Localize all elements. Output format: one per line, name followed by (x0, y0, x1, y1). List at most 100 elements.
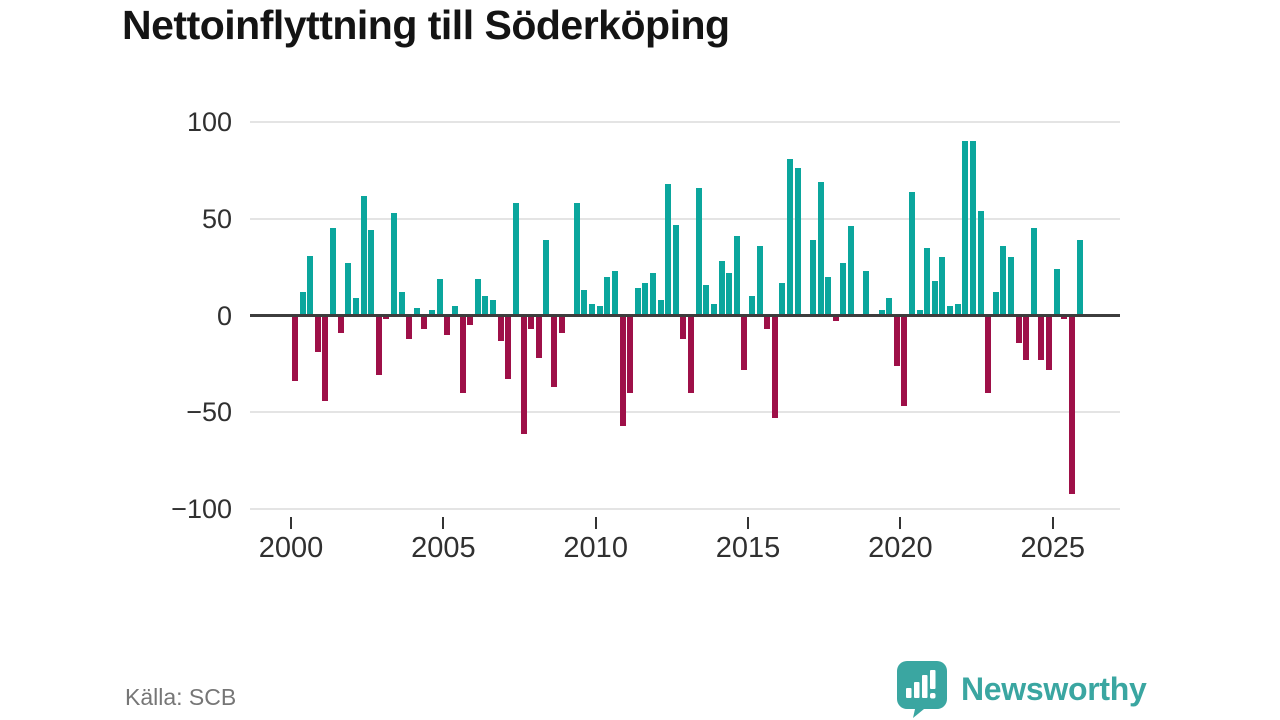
newsworthy-logo: Newsworthy (896, 660, 1147, 718)
bar-quarter-2020q1 (901, 315, 908, 407)
bar-quarter-2007q1 (505, 315, 512, 380)
bar-quarter-2002q1 (352, 298, 359, 316)
bar-quarter-2015q1 (749, 296, 756, 316)
gridline (250, 121, 1120, 123)
x-axis-tick-label: 2000 (258, 532, 324, 564)
bar-quarter-2025q4 (1076, 240, 1083, 316)
bar-quarter-2014q3 (733, 236, 740, 316)
x-axis-tick-label: 2020 (868, 532, 933, 564)
bar-quarter-2018q2 (848, 226, 855, 316)
bar-quarter-2017q2 (817, 181, 824, 316)
bar-quarter-2004q1 (413, 307, 420, 316)
bar-quarter-2022q4 (985, 315, 992, 393)
bar-quarter-2007q4 (528, 315, 535, 330)
bar-quarter-2022q2 (969, 141, 976, 316)
bar-quarter-2009q3 (581, 290, 588, 316)
bar-quarter-2016q3 (794, 168, 801, 316)
bar-quarter-2004q2 (421, 315, 428, 330)
bar-quarter-2006q2 (482, 296, 489, 316)
bar-quarter-2019q2 (878, 309, 885, 316)
bar-quarter-2012q4 (680, 315, 687, 339)
newsworthy-logo-icon (897, 661, 947, 718)
bar-quarter-2008q1 (535, 315, 542, 359)
bar-quarter-2003q2 (391, 212, 398, 316)
bar-quarter-2000q2 (299, 292, 306, 316)
bar-quarter-2005q3 (459, 315, 466, 393)
bar-quarter-2011q2 (634, 288, 641, 316)
y-axis-tick-label: 50 (201, 203, 232, 234)
bar-quarter-2008q2 (543, 240, 550, 316)
bar-quarter-2020q2 (908, 191, 915, 316)
x-axis-tick (442, 517, 445, 529)
bar-quarter-2024q3 (1038, 315, 1045, 360)
bar-quarter-2013q3 (703, 284, 710, 316)
bar-quarter-2023q3 (1007, 257, 1014, 316)
bar-quarter-2012q2 (665, 183, 672, 316)
bar-quarter-2012q1 (657, 300, 664, 316)
bar-quarter-2001q3 (337, 315, 344, 333)
bar-quarter-2017q3 (825, 276, 832, 316)
bar-quarter-2010q1 (596, 305, 603, 316)
bar-quarter-2002q3 (368, 230, 375, 316)
bar-quarter-2025q1 (1053, 269, 1060, 316)
bar-quarter-2022q1 (962, 141, 969, 316)
bar-quarter-2020q3 (916, 309, 923, 316)
bar-quarter-2010q3 (611, 270, 618, 316)
bar-quarter-2017q4 (832, 315, 839, 322)
bar-quarter-2007q3 (520, 315, 527, 434)
newsworthy-logo-text: Newsworthy (961, 670, 1147, 707)
bar-quarter-2010q2 (604, 276, 611, 316)
chart-title: Nettoinflyttning till Söderköping (122, 2, 730, 48)
x-axis-tick (594, 517, 597, 529)
x-axis-tick (899, 517, 902, 529)
bar-quarter-2024q2 (1030, 228, 1037, 316)
y-axis-tick-label: −100 (171, 494, 232, 524)
bar-quarter-2012q3 (672, 224, 679, 316)
x-axis-tick (1051, 517, 1054, 529)
bar-quarter-2011q3 (642, 282, 649, 316)
x-axis-tick-label: 2005 (411, 532, 476, 564)
bar-quarter-2019q3 (886, 298, 893, 316)
bar-quarter-2021q4 (954, 303, 961, 316)
bar-quarter-2023q1 (992, 292, 999, 316)
bar-quarter-2002q4 (375, 315, 382, 376)
bar-quarter-2013q2 (695, 187, 702, 316)
bar-quarter-2006q4 (497, 315, 504, 341)
bar-quarter-2022q3 (977, 211, 984, 316)
gridline (250, 411, 1120, 414)
bar-quarter-2005q2 (451, 305, 458, 316)
bar-quarter-2011q4 (649, 272, 656, 316)
bar-quarter-2001q2 (330, 228, 337, 316)
gridline (250, 217, 1120, 220)
bar-quarter-2015q2 (756, 245, 763, 316)
bar-quarter-2021q2 (939, 257, 946, 316)
bar-quarter-2014q1 (718, 261, 725, 316)
bar-quarter-2025q3 (1068, 315, 1075, 494)
bar-quarter-2013q4 (710, 303, 717, 316)
source-caption: Källa: SCB (125, 684, 237, 710)
bar-quarter-2007q2 (512, 203, 519, 316)
bar-quarter-2023q2 (1000, 245, 1007, 316)
bar-quarter-2001q4 (345, 263, 352, 316)
bar-quarter-2004q3 (429, 309, 436, 316)
bar-quarter-2018q1 (840, 263, 847, 316)
bar-quarter-2020q4 (924, 247, 931, 316)
bar-quarter-2013q1 (688, 315, 695, 393)
bar-quarter-2017q1 (809, 240, 816, 316)
x-axis-tick-label: 2015 (715, 532, 781, 564)
bar-quarter-2006q1 (474, 278, 481, 316)
bar-quarter-2010q4 (619, 315, 626, 426)
x-axis-tick (290, 517, 292, 529)
bar-quarter-2016q2 (787, 158, 794, 316)
zero-axis-line (250, 314, 1120, 317)
bar-quarter-2014q4 (741, 315, 748, 370)
bar-quarter-2024q4 (1046, 315, 1053, 370)
bar-quarter-2014q2 (726, 272, 733, 316)
bar-quarter-2008q4 (558, 315, 565, 333)
bar-quarter-2011q1 (627, 315, 634, 393)
bar-quarter-2001q1 (322, 315, 329, 401)
x-axis-tick-label: 2025 (1020, 532, 1086, 564)
bar-quarter-2009q4 (589, 303, 596, 316)
bar-quarter-2005q1 (444, 315, 451, 335)
bar-quarter-2003q3 (398, 292, 405, 316)
